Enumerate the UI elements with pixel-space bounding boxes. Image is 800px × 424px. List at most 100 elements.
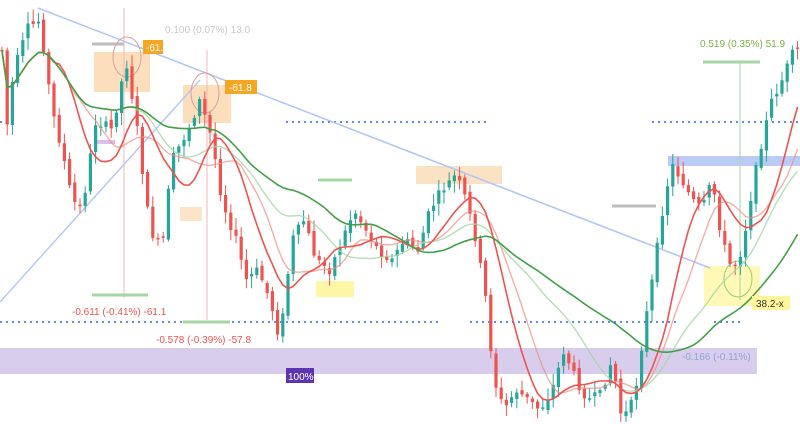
candle-body xyxy=(146,171,150,207)
candle-body xyxy=(754,165,758,204)
small-zone-yellow xyxy=(316,281,354,297)
candle-body xyxy=(421,232,425,249)
candle-body xyxy=(31,21,35,24)
candle-body xyxy=(723,230,727,245)
candle-body xyxy=(78,204,82,207)
ascending-trendline xyxy=(0,79,201,303)
candle-body xyxy=(764,120,768,151)
candle-body xyxy=(88,153,92,192)
candle-body xyxy=(83,192,87,206)
candle-body xyxy=(676,166,680,177)
candle-body xyxy=(572,362,576,371)
candle-body xyxy=(749,200,753,231)
measure-top-left: 0.100 (0.07%) 13.0 xyxy=(165,25,250,36)
candle-body xyxy=(593,392,597,397)
fib-zone-center xyxy=(416,166,502,184)
candle-body xyxy=(291,235,295,274)
candle-body xyxy=(411,237,415,247)
candle-body xyxy=(645,311,649,352)
candle-body xyxy=(499,387,503,400)
candle-body xyxy=(520,390,524,395)
candle-body xyxy=(156,237,160,240)
candle-body xyxy=(473,213,477,242)
ma-slow-line xyxy=(1,50,799,354)
candle-body xyxy=(406,239,410,244)
candle-body xyxy=(702,200,706,203)
candle-body xyxy=(452,175,456,182)
candle-body xyxy=(57,114,61,143)
ma-fast-soft-line xyxy=(1,50,799,394)
candle-body xyxy=(109,119,113,129)
candle-body xyxy=(770,98,774,118)
candle-body xyxy=(302,221,306,225)
candle-body xyxy=(229,212,233,231)
candle-body xyxy=(510,397,514,403)
fib-right-label: 38.2-x xyxy=(756,299,784,310)
ma-fast-line xyxy=(1,50,799,402)
candle-body xyxy=(114,112,118,128)
candle-body xyxy=(447,180,451,188)
highlight-circle-right xyxy=(723,260,753,298)
candle-body xyxy=(525,393,529,398)
candle-body xyxy=(556,367,560,388)
candle-body xyxy=(432,205,436,211)
candle-body xyxy=(744,230,748,258)
candle-body xyxy=(312,230,316,256)
candle-body xyxy=(364,222,368,231)
candle-body xyxy=(94,125,98,152)
fib-zone-right xyxy=(704,266,760,306)
candle-body xyxy=(530,398,534,402)
candle-body xyxy=(218,158,222,196)
candle-body xyxy=(629,399,633,413)
candle-body xyxy=(686,185,690,193)
candle-body xyxy=(395,249,399,256)
candle-body xyxy=(104,121,108,127)
candle-body xyxy=(172,152,176,190)
candle-body xyxy=(120,81,124,114)
candle-body xyxy=(489,294,493,352)
candle-body xyxy=(276,310,280,335)
fib-right-badge xyxy=(752,296,790,310)
candle-body xyxy=(588,398,592,400)
candle-body xyxy=(660,216,664,245)
candle-body xyxy=(192,117,196,126)
candle-body xyxy=(374,241,378,247)
candle-body xyxy=(234,229,238,236)
candle-body xyxy=(598,390,602,394)
candle-body xyxy=(177,146,181,153)
candle-body xyxy=(728,243,732,264)
fib-left-badge xyxy=(143,40,163,54)
candle-body xyxy=(187,128,191,142)
candle-body xyxy=(541,407,545,409)
candle-body xyxy=(796,47,800,49)
candle-body xyxy=(671,164,675,187)
candle-body xyxy=(255,267,259,275)
pct-100-label: 100% xyxy=(288,372,314,383)
measure-bottom-3: -0.166 (-0.11%) xyxy=(682,352,751,363)
candle-body xyxy=(614,363,618,382)
candle-body xyxy=(567,353,571,364)
candle-body xyxy=(494,353,498,388)
candle-body xyxy=(322,261,326,266)
pct-100-badge xyxy=(286,368,314,383)
annotations-layer: -61.8 -61.8 38.2-x 100% 0.100 (0.07%) 13… xyxy=(72,25,790,383)
candle-body xyxy=(655,242,659,283)
candle-body xyxy=(244,259,248,280)
candle-body xyxy=(697,196,701,204)
candle-body xyxy=(504,399,508,406)
candle-body xyxy=(546,399,550,411)
fib-mid-label: -61.8 xyxy=(229,83,252,94)
candle-body xyxy=(718,196,722,231)
candle-body xyxy=(151,206,155,238)
candles-layer xyxy=(0,9,800,422)
candle-body xyxy=(140,126,144,174)
candle-body xyxy=(333,257,337,277)
candle-body xyxy=(307,220,311,234)
candle-body xyxy=(458,175,462,181)
candle-body xyxy=(265,283,269,294)
candle-body xyxy=(161,236,165,238)
candle-body xyxy=(182,139,186,147)
candle-body xyxy=(317,255,321,261)
